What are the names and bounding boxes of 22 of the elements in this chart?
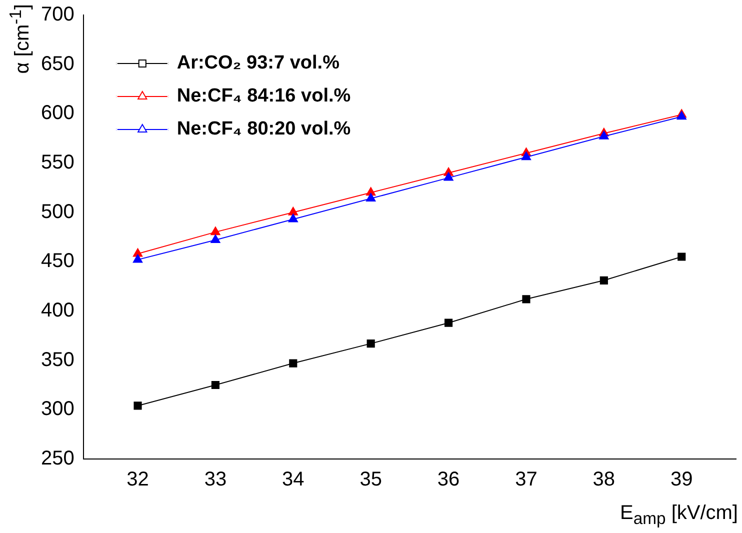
legend-label: Ne:CF₄ 84:16 vol.% (176, 86, 351, 107)
x-tick-label: 32 (126, 468, 149, 491)
y-tick-label: 500 (40, 200, 74, 223)
x-tick-label: 37 (515, 468, 538, 491)
legend-label: Ar:CO₂ 93:7 vol.% (176, 52, 340, 74)
y-tick-label: 550 (40, 152, 74, 174)
x-tick-label: 38 (592, 468, 616, 491)
x-tick-label: 34 (282, 468, 304, 491)
y-tick-label: 700 (40, 4, 74, 26)
legend-label: Ne:CF₄ 80:20 vol.% (176, 118, 351, 140)
y-tick-label: 250 (40, 448, 74, 470)
y-tick-label: 600 (40, 102, 74, 124)
y-tick-label: 650 (40, 52, 74, 75)
y-tick-label: 350 (40, 348, 74, 371)
y-tick-label: 450 (40, 250, 74, 272)
x-tick-label: 39 (670, 468, 693, 491)
y-tick-label: 300 (40, 398, 74, 420)
y-tick-label: 400 (40, 300, 74, 322)
x-tick-label: 33 (204, 468, 227, 491)
x-tick-label: 35 (360, 468, 382, 491)
x-axis-title: E$_{amp}$ [kV/cm] (620, 502, 738, 529)
x-tick-label: 36 (437, 468, 460, 491)
